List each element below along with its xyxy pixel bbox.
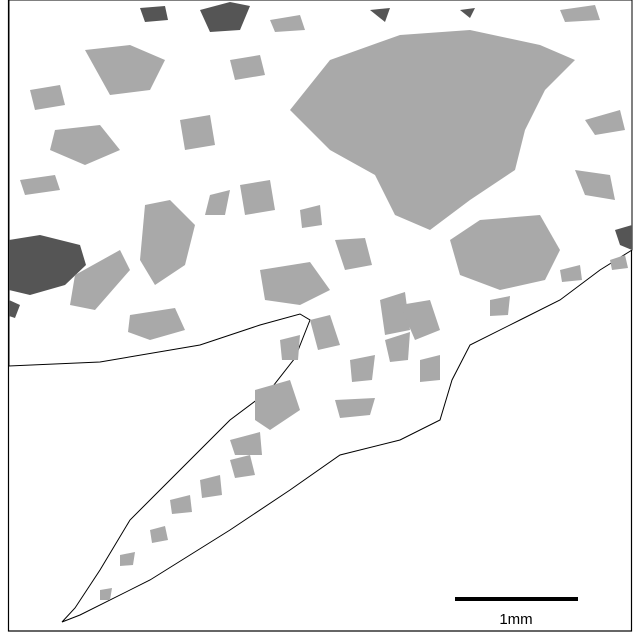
grain: [140, 6, 168, 22]
grain: [240, 180, 275, 215]
figure: 1mm: [0, 0, 639, 637]
grain: [100, 588, 112, 600]
scale-bar-label: 1mm: [499, 611, 532, 628]
grain: [335, 398, 375, 418]
page: 1mm (() => { const data = JSON.parse(doc…: [0, 0, 639, 637]
grain: [180, 115, 215, 150]
